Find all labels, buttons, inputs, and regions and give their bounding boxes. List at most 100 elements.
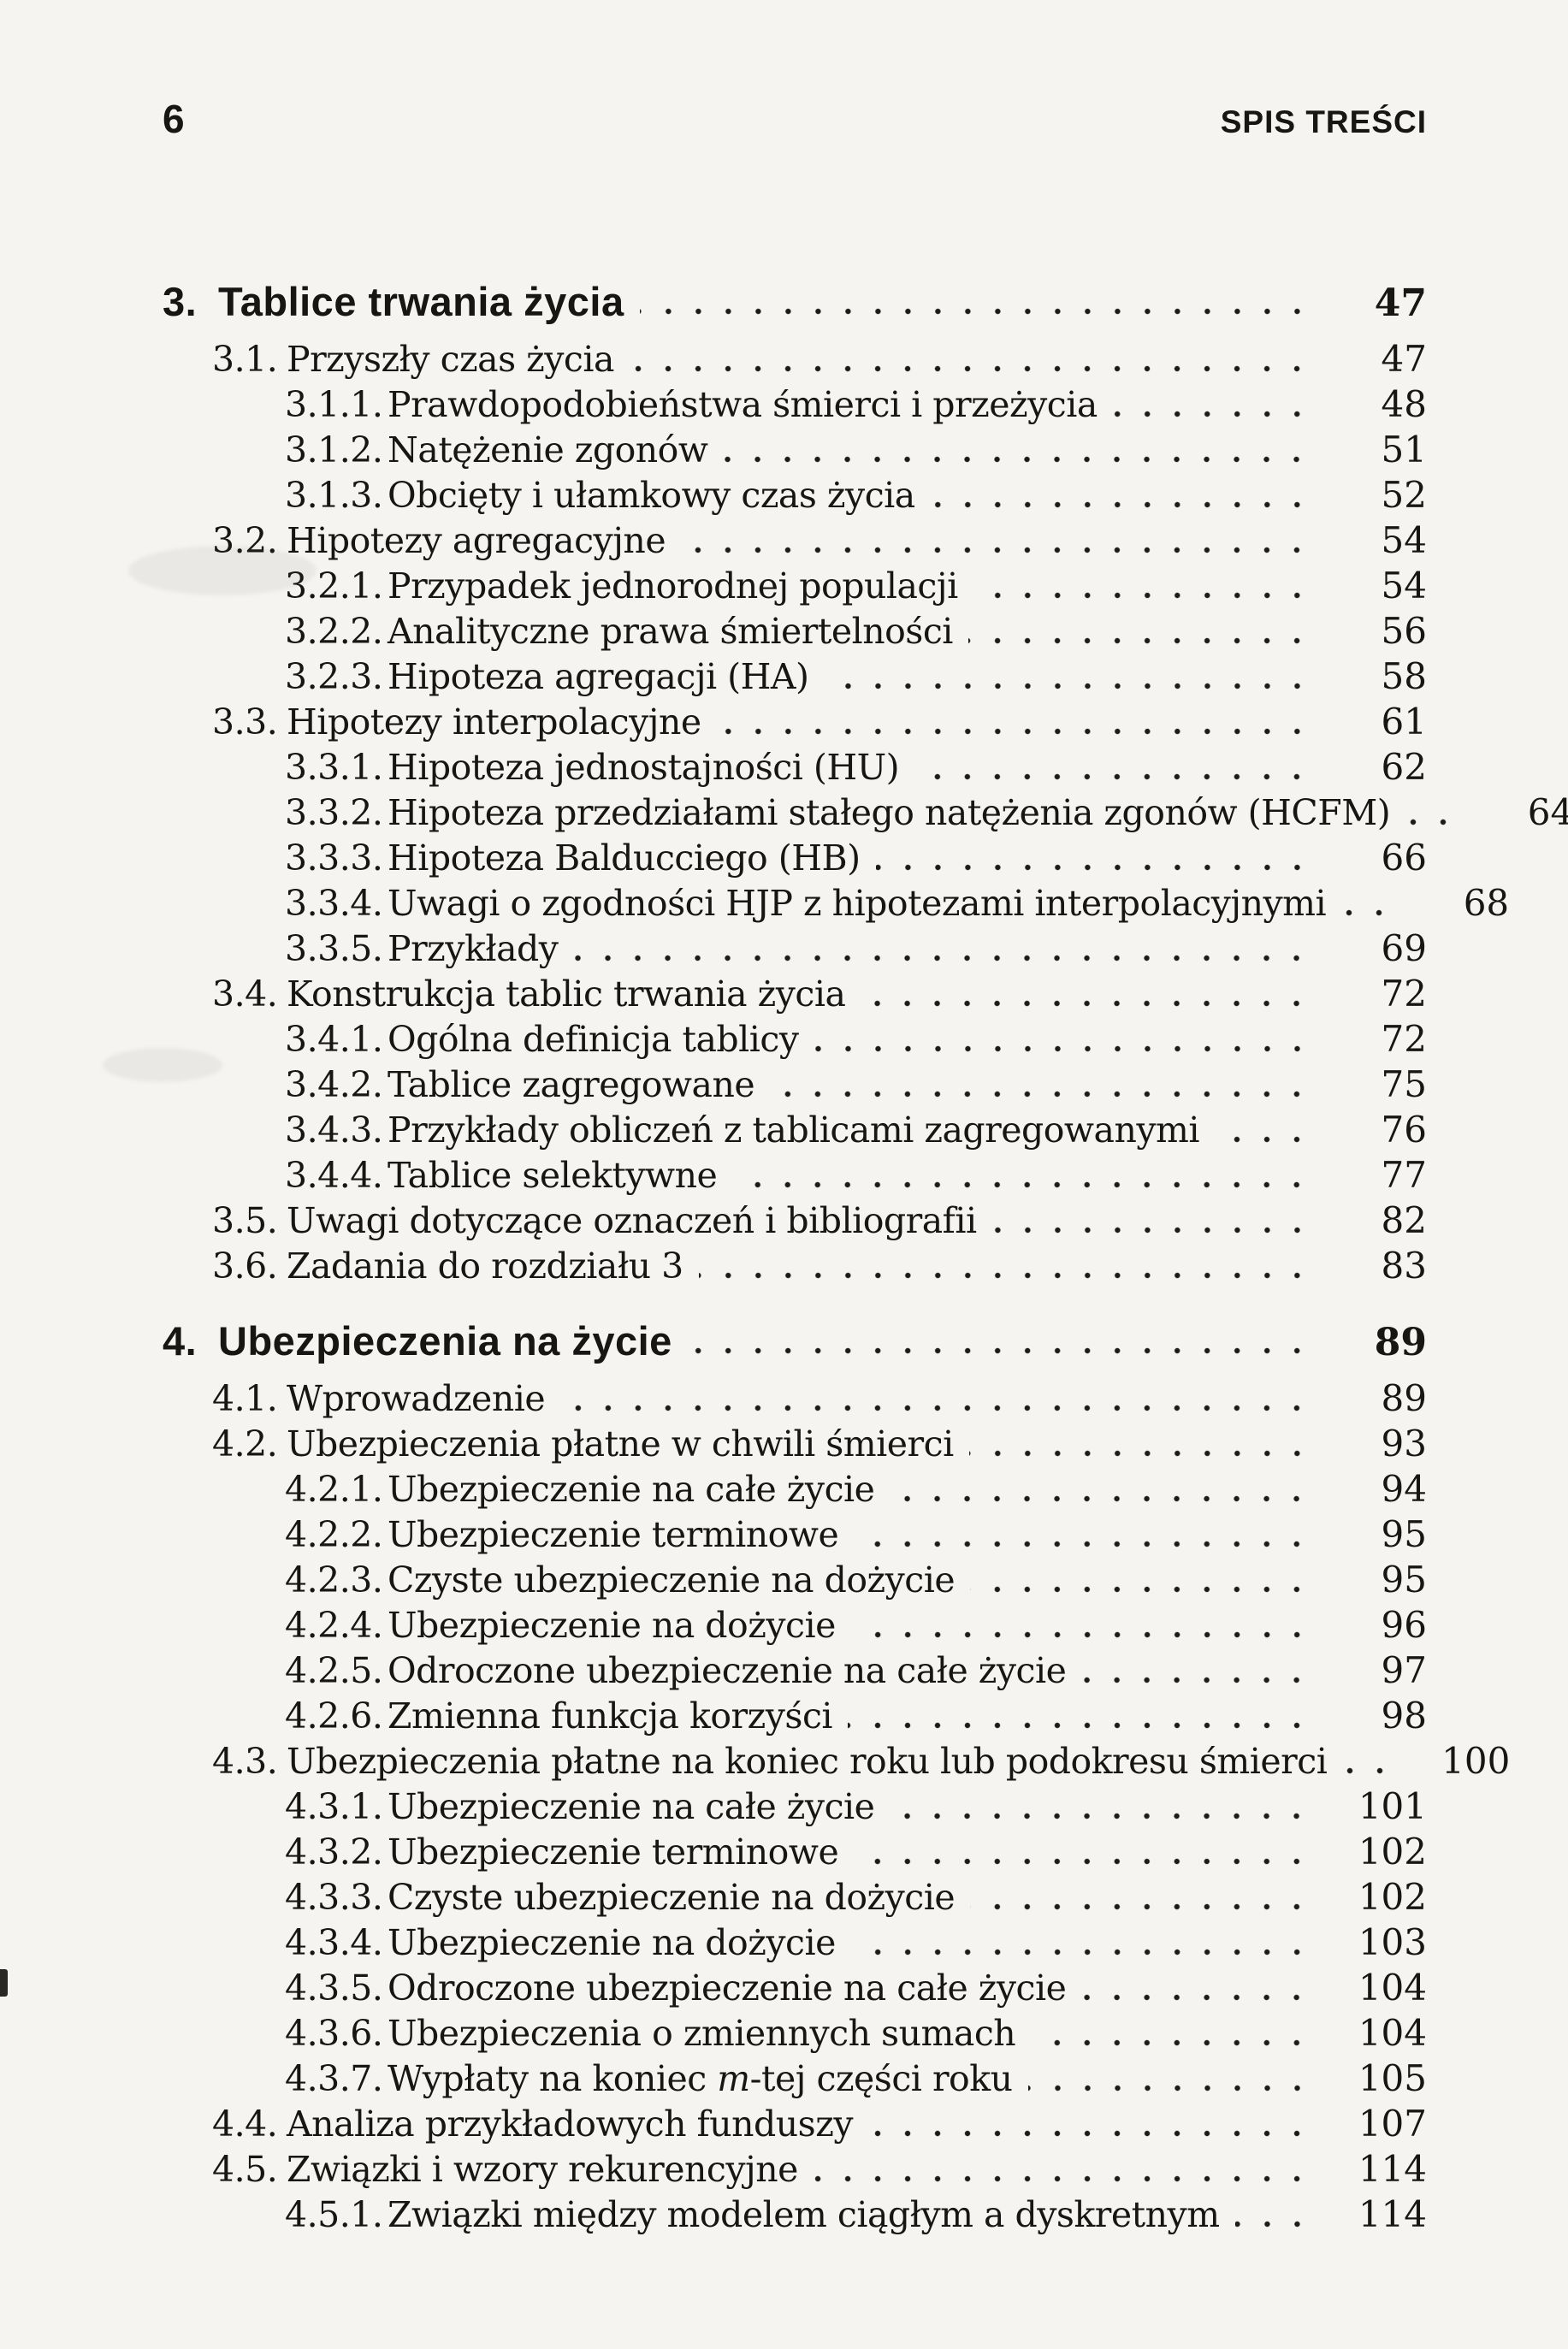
dot-leader (1112, 411, 1323, 417)
entry-page-number: 94 (1381, 1468, 1427, 1510)
dot-leader (687, 1347, 1323, 1354)
entry-number: 3.4.2. (285, 1064, 383, 1105)
dot-leader (850, 1949, 1323, 1956)
entry-page-number: 101 (1358, 1785, 1427, 1827)
entry-number: 4.3.7. (285, 2058, 383, 2099)
entry-page-number: 98 (1381, 1695, 1427, 1737)
toc-entry: 3.3.5. Przykłady 69 (0, 926, 1427, 971)
dot-leader (970, 1586, 1323, 1593)
toc-entry: 4.3.7. Wypłaty na koniec m-tej części rok… (0, 2056, 1427, 2101)
entry-number: 4.5.1. (285, 2194, 383, 2235)
dot-leader (629, 365, 1323, 372)
dot-leader (681, 547, 1323, 553)
entry-title: Obcięty i ułamkowy czas życia (388, 475, 915, 516)
toc-chapter-heading: 3. Tablice trwania życia 47 (0, 279, 1427, 325)
dot-leader (1081, 1994, 1323, 2001)
entry-page-number: 83 (1381, 1245, 1427, 1287)
dot-leader (861, 1000, 1323, 1007)
dot-leader (770, 1091, 1323, 1098)
entry-number: 3.3.4. (285, 883, 383, 924)
toc-entry: 3.3.3. Hipoteza Balducciego (HB) 66 (0, 835, 1427, 880)
entry-number: 3.5. (212, 1200, 278, 1241)
dot-leader (1234, 2221, 1323, 2228)
entry-page-number: 52 (1381, 474, 1427, 516)
toc-entry: 4.2.6. Zmienna funkcja korzyści 98 (0, 1693, 1427, 1738)
toc-entry: 3.4.2. Tablice zagregowane 75 (0, 1062, 1427, 1107)
entry-number: 3.3.5. (285, 928, 383, 969)
dot-leader (914, 773, 1323, 780)
entry-title: Uwagi o zgodności HJP z hipotezami inter… (388, 883, 1327, 924)
entry-title: Ubezpieczenia na życie (218, 1318, 672, 1364)
entry-page-number: 56 (1381, 610, 1427, 652)
entry-page-number: 61 (1381, 701, 1427, 743)
entry-title-text: -tej części roku (749, 2058, 1013, 2099)
toc-entry: 4.5.1. Związki między modelem ciągłym a d… (0, 2192, 1427, 2237)
entry-number: 3.1.2. (285, 429, 383, 470)
entry-page-number: 96 (1381, 1604, 1427, 1646)
toc-entry: 4.4. Analiza przykładowych funduszy 107 (0, 2101, 1427, 2146)
toc-entry: 4.2.3. Czyste ubezpieczenie na dożycie 95 (0, 1557, 1427, 1602)
entry-page-number: 77 (1381, 1154, 1427, 1196)
dot-leader (813, 2175, 1323, 2182)
entry-page-number: 104 (1358, 1967, 1427, 2009)
dot-leader (875, 864, 1323, 871)
toc-entry: 4.2.5. Odroczone ubezpieczenie na całe ży… (0, 1648, 1427, 1693)
entry-title: Tablice zagregowane (388, 1064, 755, 1105)
toc-entry: 4.3.4. Ubezpieczenie na dożycie 103 (0, 1920, 1427, 1965)
entry-title: Czyste ubezpieczenie na dożycie (388, 1877, 956, 1918)
entry-number: 4.2.6. (285, 1695, 383, 1737)
entry-title: Odroczone ubezpieczenie na całe życie (388, 1967, 1067, 2009)
dot-leader (639, 308, 1323, 315)
entry-title: Związki i wzory rekurencyjne (287, 2149, 798, 2190)
dot-leader (1342, 1767, 1407, 1774)
toc-entry: 3.3.2. Hipoteza przedziałami stałego natę… (0, 790, 1568, 835)
scan-edge-artifact (0, 1969, 8, 1997)
entry-page-number: 89 (1381, 1377, 1427, 1419)
toc-entry: 3.4.1. Ogólna definicja tablicy 72 (0, 1016, 1427, 1062)
entry-title: Uwagi dotyczące oznaczeń i bibliografii (287, 1200, 977, 1241)
entry-number: 3.1.3. (285, 475, 383, 516)
toc-entry: 3.3.1. Hipoteza jednostajności (HU) 62 (0, 744, 1427, 790)
toc-entry: 3.4.4. Tablice selektywne 77 (0, 1152, 1427, 1198)
entry-page-number: 72 (1381, 1018, 1427, 1060)
dot-leader (967, 637, 1323, 644)
entry-title: Przypadek jednorodnej populacji (388, 565, 958, 606)
entry-number: 4.2.2. (285, 1514, 383, 1555)
entry-title: Przykłady obliczeń z tablicami zagregowa… (388, 1109, 1200, 1151)
entry-title: Zmienna funkcja korzyści (388, 1695, 833, 1737)
toc-entry: 4.3.1. Ubezpieczenie na całe życie 101 (0, 1784, 1427, 1829)
dot-leader (1027, 2085, 1323, 2092)
toc-entry: 3.3. Hipotezy interpolacyjne 61 (0, 699, 1427, 744)
entry-title: Prawdopodobieństwa śmierci i przeżycia (388, 384, 1098, 425)
entry-number: 3.6. (212, 1246, 278, 1287)
toc-entry: 4.5. Związki i wzory rekurencyjne 114 (0, 2146, 1427, 2192)
dot-leader (850, 1631, 1323, 1638)
entry-page-number: 58 (1381, 655, 1427, 697)
entry-page-number: 114 (1358, 2193, 1427, 2235)
dot-leader (723, 456, 1323, 463)
entry-page-number: 54 (1381, 565, 1427, 606)
toc-entry: 3.4. Konstrukcja tablic trwania życia 72 (0, 971, 1427, 1016)
scan-smudge (128, 546, 317, 595)
entry-page-number: 107 (1358, 2103, 1427, 2145)
toc-entry: 3.2. Hipotezy agregacyjne 54 (0, 518, 1427, 563)
entry-title: Hipoteza Balducciego (HB) (388, 837, 861, 879)
entry-number: 4.2.5. (285, 1650, 383, 1691)
dot-leader (824, 683, 1323, 689)
page-header: 6 SPIS TREŚCI (163, 96, 1427, 142)
dot-leader (890, 1813, 1323, 1819)
dot-leader (890, 1495, 1323, 1502)
entry-number: 4.1. (212, 1378, 278, 1419)
dot-leader (1081, 1677, 1323, 1683)
entry-page-number: 95 (1381, 1513, 1427, 1555)
entry-number: 4.2.4. (285, 1605, 383, 1646)
entry-page-number: 47 (1381, 338, 1427, 380)
dot-leader (560, 1405, 1323, 1411)
toc-entry: 4.3.2. Ubezpieczenie terminowe 102 (0, 1829, 1427, 1874)
dot-leader (1031, 2039, 1323, 2046)
dot-leader (573, 955, 1323, 961)
entry-page-number: 97 (1381, 1649, 1427, 1691)
toc-entry: 4.3. Ubezpieczenia płatne na koniec roku … (0, 1738, 1510, 1784)
entry-title: Hipoteza jednostajności (HU) (388, 747, 900, 788)
dot-leader (1405, 819, 1470, 825)
